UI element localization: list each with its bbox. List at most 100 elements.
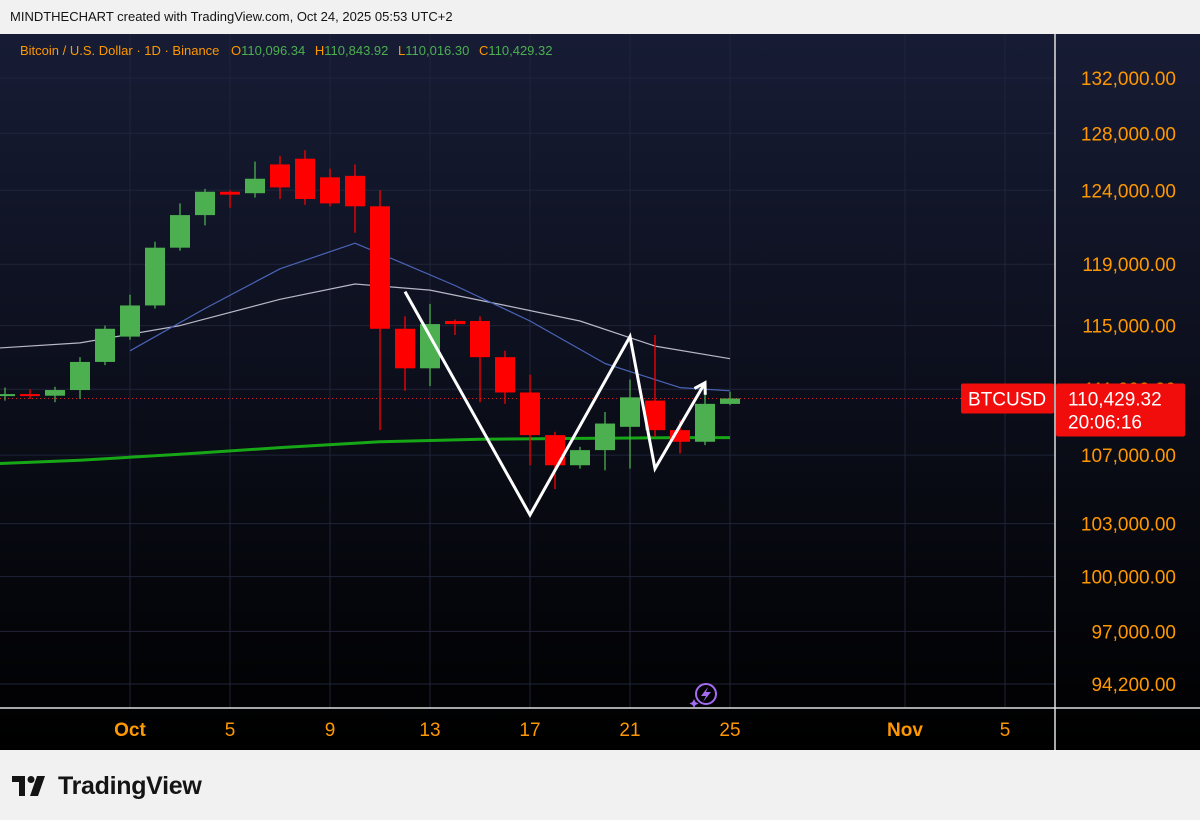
candle-body [345,175,365,207]
legend-open-label: O [231,43,241,58]
time-tick-label: Nov [887,720,923,741]
branding-bar: TradingView [0,750,1200,820]
candle-body [570,450,590,466]
candle-body [170,215,190,248]
chart-area[interactable]: 132,000.00 128,000.00 124,000.00 119,000.00… [0,34,1200,750]
candle-body [720,398,740,404]
candle-body [20,394,40,397]
price-tick-label: 119,000.00 [1082,255,1176,276]
candle-body [595,423,615,451]
candle-body [195,191,215,216]
time-tick-label: 25 [719,720,740,741]
candle [370,190,390,431]
brand-name: TradingView [58,771,202,800]
pattern-arrowhead [693,380,707,395]
legend-open-value: 110,096.34 [241,43,305,58]
candle [95,325,115,366]
candle [120,294,140,340]
candle [445,319,465,336]
candle [595,412,615,471]
pattern-drawing[interactable] [403,290,707,518]
ticker-label-box [961,383,1054,414]
time-tick-label: 5 [1000,720,1011,741]
candle [220,190,240,208]
price-tick-label: 124,000.00 [1081,181,1176,202]
candle [520,374,540,466]
candle-body [245,178,265,194]
price-tick-label: 107,000.00 [1081,446,1176,467]
candle [295,150,315,205]
legend-close-value: 110,429.32 [488,43,552,58]
candle-body [495,357,515,393]
time-tick-label: 21 [619,720,640,741]
candle-body [470,320,490,358]
candle-body [520,392,540,436]
candle-body [695,403,715,442]
legend-close-label: C [479,43,488,58]
candle [145,241,165,309]
candles [0,150,740,490]
candle-body [45,390,65,396]
candle [0,387,15,401]
credit-text: MINDTHECHART created with TradingView.co… [10,9,453,24]
time-tick-label: 5 [225,720,236,741]
candle [20,389,40,399]
candle-body [320,177,340,204]
candle-body [545,435,565,466]
candle-body [420,324,440,369]
legend-high-label: H [315,43,324,58]
candle [70,357,90,399]
price-tick-label: 103,000.00 [1081,515,1176,536]
price-tick-label: 97,000.00 [1091,622,1176,643]
candle-body [295,158,315,200]
candle [245,161,265,198]
candle [645,335,665,437]
candle-body [0,394,15,397]
candle [420,303,440,386]
chart-credit-bar: MINDTHECHART created with TradingView.co… [0,0,1200,34]
candle-body [145,247,165,306]
candle-body [620,397,640,427]
ticker-label: BTCUSD [968,389,1046,410]
price-tick-label: 94,200.00 [1091,675,1176,696]
time-axis[interactable]: Oct 5 9 13 17 21 25 Nov 5 [0,707,1200,741]
time-tick-label: 9 [325,720,336,741]
candle-body [445,320,465,325]
legend-low-value: 110,016.30 [405,43,469,58]
legend-symbol: Bitcoin / U.S. Dollar · 1D · Binance [20,43,219,58]
candle-body [270,164,290,188]
candle [395,316,415,391]
time-tick-label: 13 [419,720,440,741]
candle-body [95,328,115,362]
legend-low-label: L [398,43,405,58]
legend-high-value: 110,843.92 [324,43,388,58]
candlestick-chart[interactable]: 132,000.00 128,000.00 124,000.00 119,000.00… [0,34,1200,750]
price-tick-label: 115,000.00 [1082,317,1176,338]
price-tick-label: 128,000.00 [1081,124,1176,145]
candle [470,316,490,403]
price-label-box [1056,383,1185,437]
candle-body [70,361,90,391]
candle [45,386,65,403]
candle [620,379,640,469]
chart-legend: Bitcoin / U.S. Dollar · 1D · Binance O11… [20,43,552,58]
lightning-icon[interactable] [689,683,717,708]
time-tick-label: 17 [519,720,540,741]
candle [170,203,190,251]
candle-body [395,328,415,369]
tradingview-logo-icon [12,776,45,796]
time-tick-label: Oct [114,720,146,741]
price-tick-label: 100,000.00 [1081,568,1176,589]
candle-body [120,305,140,337]
price-tick-label: 132,000.00 [1081,69,1176,90]
candle [320,168,340,207]
legend-line: Bitcoin / U.S. Dollar · 1D · Binance O11… [20,43,552,58]
pattern-line [403,290,707,518]
countdown-label: 20:06:16 [1068,412,1142,433]
candle [495,350,515,404]
tradingview-brand[interactable]: TradingView [12,772,202,800]
candle [270,155,290,200]
candle-body [670,430,690,442]
candle [570,446,590,469]
